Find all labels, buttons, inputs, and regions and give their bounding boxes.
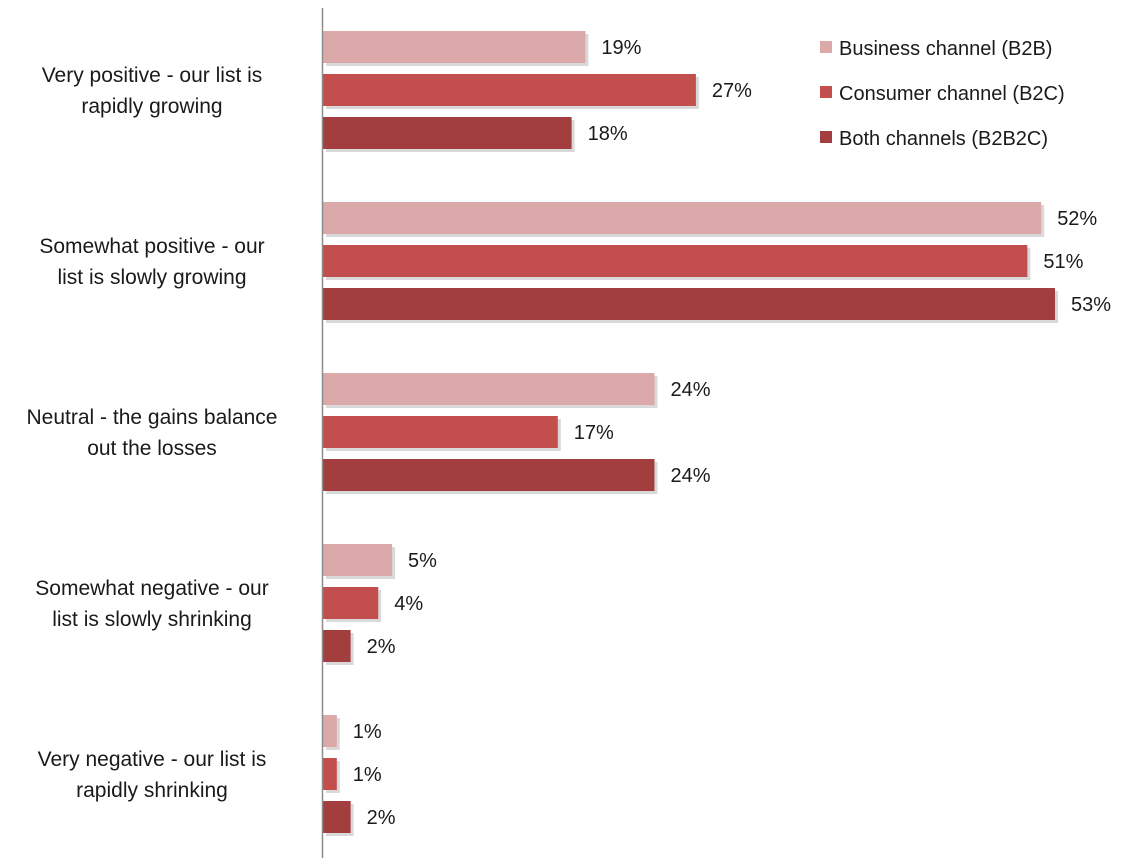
- category-labels: Very positive - our list is rapidly growi…: [27, 64, 278, 802]
- data-label-business-1: 19%: [601, 37, 641, 59]
- bar-both-4: [323, 630, 351, 662]
- bar-business-3: [323, 373, 655, 405]
- bar-both-5: [323, 801, 351, 833]
- bar-consumer-2: [323, 245, 1028, 277]
- data-label-both-5: 2%: [367, 807, 396, 829]
- bar-both-3: [323, 459, 655, 491]
- bar-consumer-3: [323, 416, 558, 448]
- data-label-consumer-2: 51%: [1043, 251, 1083, 273]
- bar-consumer-4: [323, 587, 379, 619]
- data-label-business-5: 1%: [353, 721, 382, 743]
- category-label-4: Somewhat negative - our list is slowly sh…: [35, 577, 268, 631]
- bar-business-4: [323, 544, 393, 576]
- legend-swatch-business: [820, 41, 832, 53]
- data-label-business-3: 24%: [670, 379, 710, 401]
- category-label-2: Somewhat positive - our list is slowly gr…: [39, 235, 264, 289]
- data-label-both-2: 53%: [1071, 294, 1111, 316]
- category-label-1: Very positive - our list is rapidly growi…: [42, 64, 263, 118]
- bar-both-1: [323, 117, 572, 149]
- data-label-business-4: 5%: [408, 550, 437, 572]
- data-label-consumer-4: 4%: [394, 593, 423, 615]
- data-label-both-4: 2%: [367, 636, 396, 658]
- data-label-consumer-5: 1%: [353, 764, 382, 786]
- bar-both-2: [323, 288, 1055, 320]
- bar-business-2: [323, 202, 1042, 234]
- data-labels: 19% 27% 18% 52% 51% 53% 24% 17% 24% 5% 4% 2% 1% 1% 2%: [353, 37, 1111, 829]
- bar-consumer-5: [323, 758, 337, 790]
- legend-label-consumer: Consumer channel (B2C): [839, 83, 1065, 105]
- data-label-both-1: 18%: [588, 123, 628, 145]
- data-label-consumer-3: 17%: [574, 422, 614, 444]
- data-label-consumer-1: 27%: [712, 80, 752, 102]
- bar-business-5: [323, 715, 337, 747]
- bar-business-1: [323, 31, 586, 63]
- bars: [323, 31, 1055, 833]
- category-label-5: Very negative - our list is rapidly shrin…: [38, 748, 267, 802]
- category-label-3: Neutral - the gains balance out the losse…: [27, 406, 278, 460]
- legend-swatch-both: [820, 131, 832, 143]
- legend-swatch-consumer: [820, 86, 832, 98]
- data-label-business-2: 52%: [1057, 208, 1097, 230]
- legend: Business channel (B2B) Consumer channel (…: [820, 38, 1065, 150]
- legend-label-both: Both channels (B2B2C): [839, 128, 1048, 150]
- bar-consumer-1: [323, 74, 696, 106]
- legend-label-business: Business channel (B2B): [839, 38, 1052, 60]
- data-label-both-3: 24%: [670, 465, 710, 487]
